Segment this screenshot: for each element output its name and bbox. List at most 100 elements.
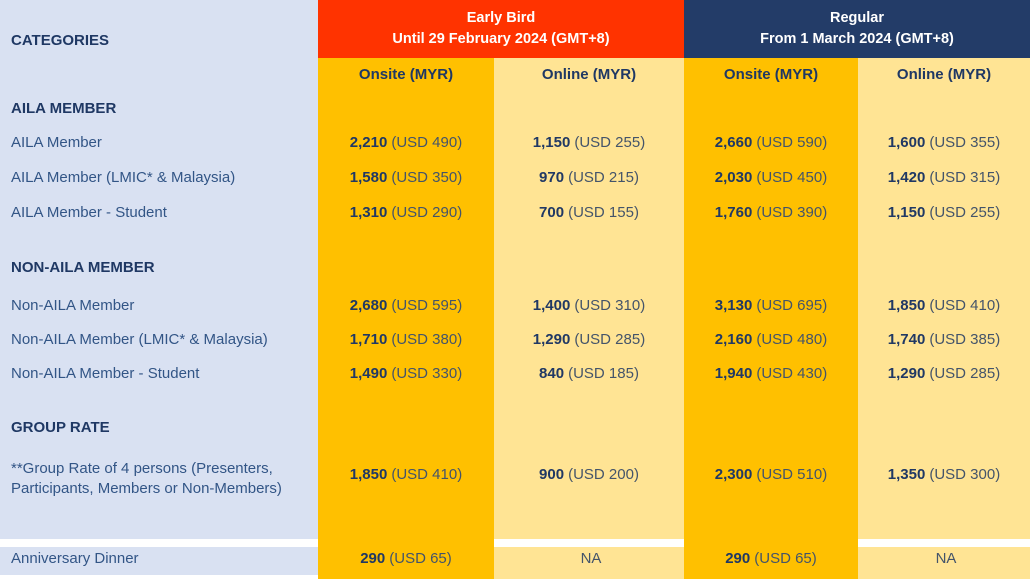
price-cell: 1,740 (USD 385) — [858, 331, 1030, 348]
price-usd: (USD 255) — [574, 133, 646, 151]
price-usd: (USD 155) — [568, 203, 639, 221]
section-row: AILA MEMBER — [0, 92, 1030, 124]
price-myr: 1,420 — [887, 168, 926, 186]
price-usd: (USD 695) — [756, 296, 828, 314]
price-myr: 2,030 — [714, 168, 753, 186]
price-myr: 700 — [539, 203, 565, 221]
bottom-separator — [0, 575, 318, 579]
price-cell: NA — [494, 550, 684, 567]
section-label: AILA MEMBER — [11, 99, 117, 117]
price-myr: 1,310 — [349, 203, 388, 221]
price-usd: (USD 390) — [756, 203, 828, 221]
price-usd: (USD 215) — [568, 168, 639, 186]
price-cell: 700 (USD 155) — [494, 204, 684, 221]
section-row: NON-AILA MEMBER — [0, 251, 1030, 283]
table-row: Non-AILA Member (LMIC* & Malaysia) 1,710… — [0, 323, 1030, 355]
regular-title: Regular — [830, 10, 884, 26]
price-usd: (USD 510) — [756, 466, 828, 483]
price-cell: 1,420 (USD 315) — [858, 169, 1030, 186]
price-myr: 1,150 — [532, 133, 571, 151]
section-label: NON-AILA MEMBER — [11, 258, 155, 276]
early-bird-title: Early Bird — [466, 10, 536, 26]
price-usd: (USD 185) — [568, 364, 639, 382]
price-myr: 1,710 — [349, 330, 388, 348]
price-cell: 1,290 (USD 285) — [494, 331, 684, 348]
price-cell: 290 (USD 65) — [684, 550, 858, 567]
categories-column-bg — [0, 0, 318, 579]
price-usd: (USD 310) — [574, 296, 646, 314]
price-usd: (USD 410) — [391, 466, 463, 483]
price-cell: 2,660 (USD 590) — [684, 134, 858, 151]
row-label: Anniversary Dinner — [11, 549, 139, 567]
price-cell: 900 (USD 200) — [494, 466, 684, 483]
table-row: AILA Member (LMIC* & Malaysia) 1,580 (USD… — [0, 161, 1030, 193]
price-cell: 2,680 (USD 595) — [318, 297, 494, 314]
table-row: **Group Rate of 4 persons (Presenters, P… — [0, 450, 1030, 497]
price-myr: 1,400 — [532, 296, 571, 314]
row-label: AILA Member — [11, 133, 102, 151]
regular-online-column-bg — [858, 0, 1030, 579]
price-myr: 1,350 — [887, 466, 926, 483]
price-myr: 1,290 — [532, 330, 571, 348]
price-cell: 1,150 (USD 255) — [858, 204, 1030, 221]
section-label: GROUP RATE — [11, 418, 110, 436]
row-separator — [858, 539, 1030, 547]
price-cell: 1,850 (USD 410) — [858, 297, 1030, 314]
price-cell: 1,580 (USD 350) — [318, 169, 494, 186]
price-usd: (USD 450) — [756, 168, 828, 186]
earlybird-onsite-column-bg — [318, 0, 494, 579]
price-myr: 1,740 — [887, 330, 926, 348]
price-myr: 2,300 — [714, 466, 753, 483]
price-cell: 1,850 (USD 410) — [318, 466, 494, 483]
price-myr: 290 — [360, 549, 386, 567]
price-usd: (USD 315) — [929, 168, 1001, 186]
price-myr: 970 — [539, 168, 565, 186]
price-cell: 2,160 (USD 480) — [684, 331, 858, 348]
regular-onsite-column-bg — [684, 0, 858, 579]
price-cell: 1,710 (USD 380) — [318, 331, 494, 348]
price-myr: 2,160 — [714, 330, 753, 348]
row-label: AILA Member - Student — [11, 203, 167, 221]
row-label: Non-AILA Member — [11, 296, 135, 314]
early-bird-header: Early Bird Until 29 February 2024 (GMT+8… — [318, 0, 684, 58]
price-usd: (USD 65) — [754, 549, 817, 567]
price-cell: 970 (USD 215) — [494, 169, 684, 186]
row-separator — [494, 539, 684, 547]
price-myr: 1,490 — [349, 364, 388, 382]
price-usd: (USD 290) — [391, 203, 463, 221]
subheader-row: Onsite (MYR) Online (MYR) Onsite (MYR) O… — [0, 58, 1030, 90]
price-usd: (USD 385) — [929, 330, 1001, 348]
price-cell: 1,150 (USD 255) — [494, 134, 684, 151]
price-usd: (USD 410) — [929, 296, 1001, 314]
price-usd: (USD 380) — [391, 330, 463, 348]
price-cell: 1,600 (USD 355) — [858, 134, 1030, 151]
price-usd: (USD 480) — [756, 330, 828, 348]
price-cell: NA — [858, 550, 1030, 567]
price-usd: (USD 330) — [391, 364, 463, 382]
price-usd: (USD 350) — [391, 168, 463, 186]
regular-subtitle: From 1 March 2024 (GMT+8) — [760, 31, 954, 47]
row-label: Non-AILA Member (LMIC* & Malaysia) — [11, 330, 268, 348]
early-bird-subtitle: Until 29 February 2024 (GMT+8) — [392, 31, 610, 47]
price-myr: 1,580 — [349, 168, 388, 186]
price-myr: 3,130 — [714, 296, 753, 314]
earlybird-online-column-header: Online (MYR) — [541, 65, 637, 83]
price-myr: 1,940 — [714, 364, 753, 382]
price-usd: (USD 590) — [756, 133, 828, 151]
price-usd: (USD 65) — [389, 549, 452, 567]
categories-header: CATEGORIES — [11, 31, 110, 49]
price-cell: 1,490 (USD 330) — [318, 365, 494, 382]
price-myr: 1,850 — [349, 466, 388, 483]
section-row: GROUP RATE — [0, 411, 1030, 443]
price-cell: 1,940 (USD 430) — [684, 365, 858, 382]
earlybird-onsite-column-header: Onsite (MYR) — [358, 65, 454, 83]
regular-online-column-header: Online (MYR) — [896, 65, 992, 83]
price-usd: NA — [935, 549, 957, 567]
regular-header: Regular From 1 March 2024 (GMT+8) — [684, 0, 1030, 58]
price-myr: 1,290 — [887, 364, 926, 382]
price-cell: 2,210 (USD 490) — [318, 134, 494, 151]
price-myr: 2,680 — [349, 296, 388, 314]
row-label: **Group Rate of 4 persons (Presenters, P… — [11, 460, 282, 497]
row-label: AILA Member (LMIC* & Malaysia) — [11, 168, 236, 186]
